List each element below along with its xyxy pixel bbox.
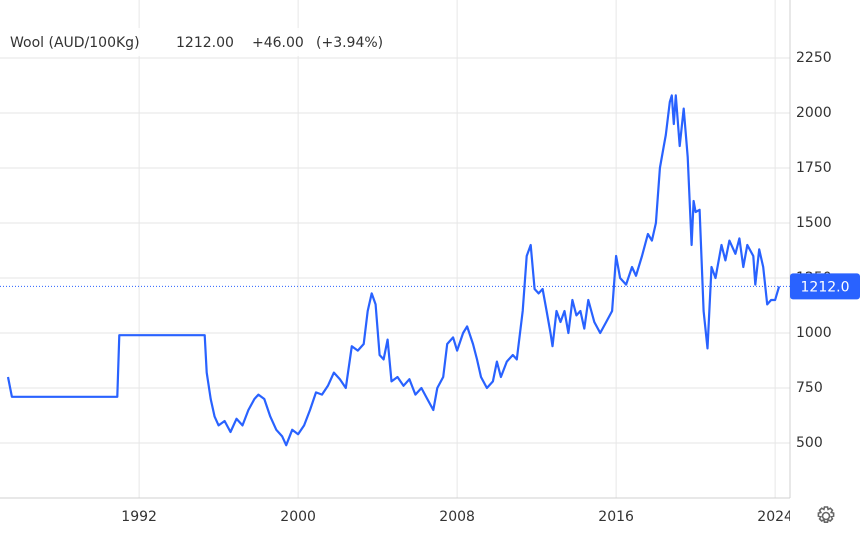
x-tick-label: 2016 <box>598 509 634 525</box>
plot <box>0 94 790 447</box>
y-tick-label: 2000 <box>796 105 832 121</box>
change: +46.00 <box>252 35 304 51</box>
x-tick-label: 1992 <box>121 509 157 525</box>
y-tick-label: 500 <box>796 435 823 451</box>
y-tick-label: 750 <box>796 380 823 396</box>
y-tick-label: 2250 <box>796 50 832 66</box>
y-tick-label: 1500 <box>796 215 832 231</box>
x-tick-label: 2024 <box>757 509 793 525</box>
x-tick-label: 2008 <box>439 509 475 525</box>
price-line <box>6 94 781 447</box>
last-value-box <box>790 273 860 300</box>
price: 1212.00 <box>176 35 234 51</box>
x-axis-labels: 1992 2000 2008 2016 2024 <box>121 509 793 525</box>
settings-icon[interactable] <box>817 506 835 523</box>
grid <box>0 0 790 498</box>
x-tick-label: 2000 <box>280 509 316 525</box>
y-tick-label: 1000 <box>796 325 832 341</box>
change-percent: (+3.94%) <box>316 35 383 51</box>
header-bg <box>0 28 400 56</box>
last-value-label: 1212.0 <box>801 279 850 295</box>
chart-title: Wool (AUD/100Kg) <box>10 35 140 51</box>
y-tick-label: 1750 <box>796 160 832 176</box>
